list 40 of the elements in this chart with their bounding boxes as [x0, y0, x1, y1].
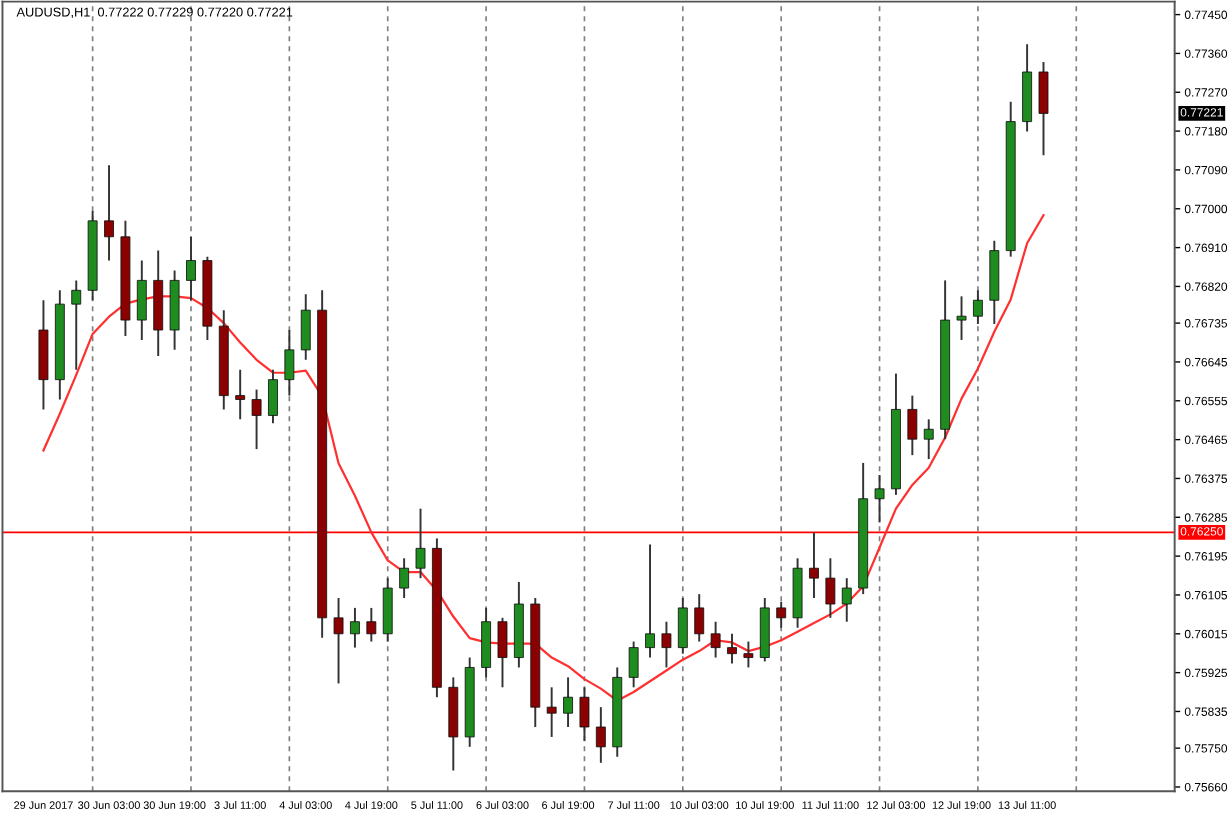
candlestick: [251, 388, 262, 451]
candlestick: [579, 686, 590, 742]
candlestick: [563, 676, 573, 728]
candlestick: [727, 632, 737, 665]
candlestick: [1038, 61, 1049, 157]
candlestick: [923, 418, 934, 461]
candlestick: [841, 577, 852, 623]
candlestick: [825, 557, 836, 619]
candlestick: [284, 329, 295, 397]
candlestick: [481, 606, 492, 679]
candlestick: [776, 600, 787, 629]
candlestick: [972, 289, 983, 325]
candlestick: [628, 640, 639, 689]
candlestick: [645, 543, 655, 659]
candlestick: [186, 235, 196, 302]
line-series: [42, 214, 1045, 702]
candlestick: [694, 593, 705, 643]
candlestick: [71, 279, 82, 371]
candlestick: [907, 394, 918, 457]
candlestick: [333, 597, 344, 685]
candlestick: [399, 557, 410, 599]
candlestick: [661, 620, 672, 669]
candlestick: [595, 706, 606, 764]
candlestick: [235, 368, 246, 421]
candlestick: [104, 164, 114, 262]
candlestick: [743, 640, 754, 669]
candlestick: [546, 686, 557, 738]
candlestick: [366, 606, 377, 643]
candlestick: [350, 606, 360, 649]
candlestick: [268, 368, 278, 425]
candlestick: [382, 577, 393, 643]
candlestick: [809, 531, 819, 599]
candlestick: [415, 507, 426, 580]
candlestick: [497, 616, 508, 689]
candlestick: [874, 474, 885, 524]
candlestick: [677, 597, 688, 655]
candlestick: [956, 295, 967, 341]
candlestick: [300, 293, 311, 361]
candlestick: [136, 259, 147, 341]
candlestick: [710, 620, 721, 659]
